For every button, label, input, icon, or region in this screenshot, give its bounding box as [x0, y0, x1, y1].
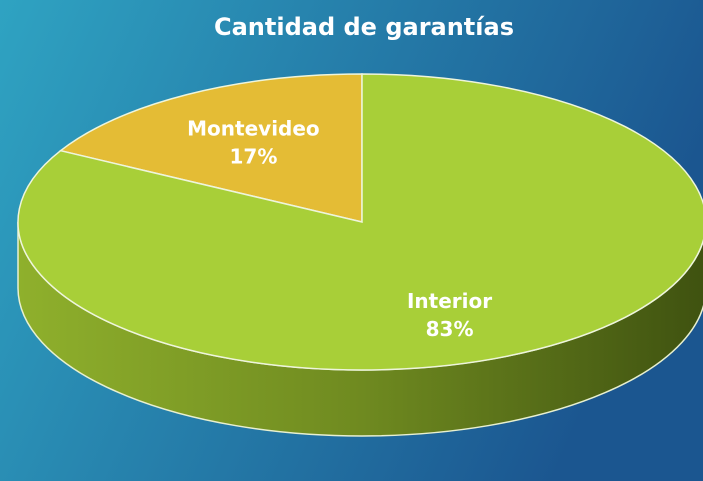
- slice-value-label: 17%: [229, 145, 277, 169]
- pie: Montevideo 17% Interior 83%: [17, 73, 703, 437]
- slice-label: Montevideo: [187, 117, 320, 141]
- chart-title: Cantidad de garantías: [214, 13, 514, 41]
- pie-slice: [58, 73, 363, 223]
- pie-slice: [17, 73, 703, 371]
- slice-value-label: 83%: [426, 317, 474, 341]
- slice-label: Interior: [407, 289, 492, 313]
